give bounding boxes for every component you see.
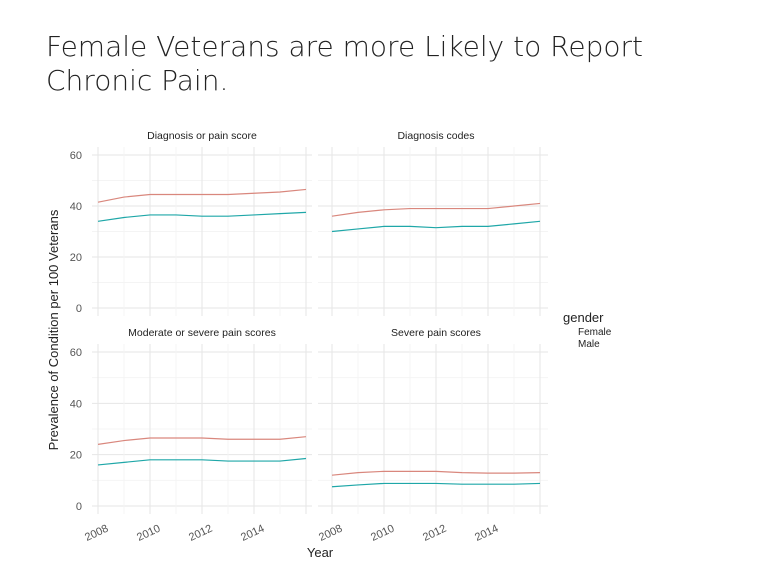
x-tick-label: 2012 <box>187 523 214 544</box>
series-line-male <box>97 211 307 222</box>
panel-title: Moderate or severe pain scores <box>128 327 276 339</box>
y-tick-label: 20 <box>70 252 82 264</box>
series-line-female <box>97 188 307 203</box>
y-axis-title: Prevalence of Condition per 100 Veterans <box>46 209 61 450</box>
legend-entry-female: Female <box>578 327 612 338</box>
x-tick-label: 2008 <box>317 523 344 544</box>
x-tick-label: 2014 <box>239 523 266 544</box>
series-line-male <box>97 457 307 466</box>
series-line-female <box>331 470 541 476</box>
x-tick-label: 2008 <box>83 523 110 544</box>
y-tick-label: 40 <box>70 201 82 213</box>
y-tick-label: 40 <box>70 398 82 410</box>
series-line-male <box>331 482 541 488</box>
slide-title: Female Veterans are more Likely to Repor… <box>46 30 643 97</box>
series-line-female <box>97 436 307 445</box>
x-tick-label: 2012 <box>421 523 448 544</box>
panel-title: Diagnosis or pain score <box>147 130 257 142</box>
series-line-female <box>331 202 541 217</box>
panel-title: Severe pain scores <box>391 327 481 339</box>
y-tick-label: 60 <box>70 150 82 162</box>
y-tick-label: 20 <box>70 450 82 462</box>
x-tick-label: 2014 <box>473 523 500 544</box>
panel-title: Diagnosis codes <box>397 130 474 142</box>
legend-entry-male: Male <box>578 339 600 350</box>
legend-title: gender <box>563 310 604 325</box>
x-tick-label: 2010 <box>369 523 396 544</box>
x-tick-label: 2010 <box>135 523 162 544</box>
y-tick-label: 60 <box>70 347 82 359</box>
y-tick-label: 0 <box>76 303 82 315</box>
y-tick-label: 0 <box>76 501 82 513</box>
x-axis-title: Year <box>307 545 334 560</box>
series-line-male <box>331 220 541 233</box>
